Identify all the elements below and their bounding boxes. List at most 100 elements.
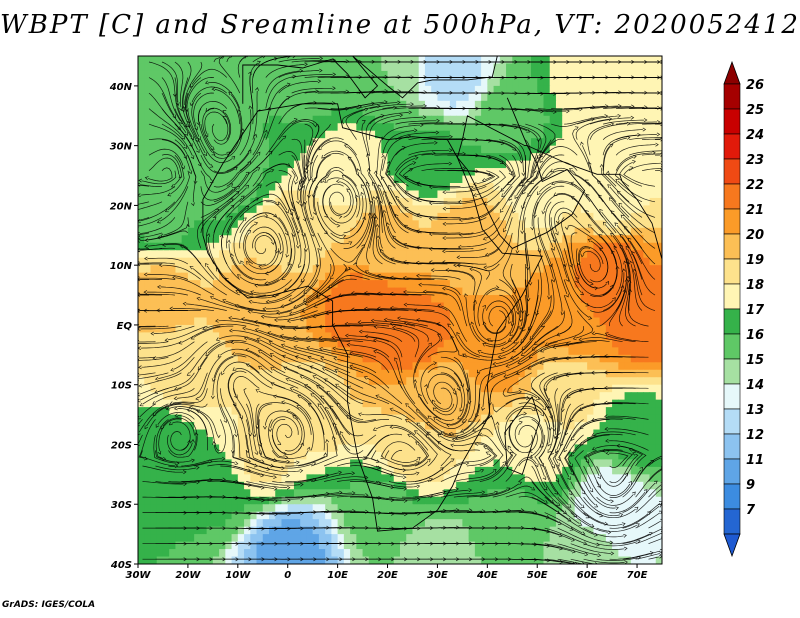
wbpt-cell [518, 466, 526, 475]
wbpt-cell [481, 257, 488, 266]
wbpt-cell [524, 422, 532, 431]
wbpt-cell [181, 115, 189, 124]
wbpt-cell [568, 459, 576, 468]
wbpt-cell [350, 63, 357, 72]
wbpt-cell [300, 414, 308, 423]
wbpt-cell [275, 362, 283, 371]
wbpt-cell [599, 362, 607, 371]
wbpt-cell [649, 63, 657, 72]
wbpt-cell [187, 93, 195, 102]
wbpt-cell [437, 422, 445, 431]
wbpt-cell [381, 70, 389, 80]
wbpt-cell [437, 250, 445, 259]
wbpt-cell [162, 310, 170, 319]
wbpt-cell [655, 332, 662, 341]
wbpt-cell [449, 175, 457, 184]
wbpt-cell [306, 190, 314, 199]
wbpt-cell [156, 437, 164, 446]
wbpt-cell [568, 115, 576, 124]
wbpt-cell [462, 63, 470, 72]
wbpt-cell [431, 437, 439, 446]
wbpt-cell [287, 437, 295, 446]
wbpt-cell [138, 429, 145, 438]
wbpt-cell [194, 362, 201, 371]
wbpt-cell [643, 272, 651, 281]
wbpt-cell [543, 295, 551, 304]
wbpt-cell [493, 287, 501, 296]
wbpt-cell [512, 362, 520, 371]
wbpt-cell [612, 56, 619, 65]
wbpt-cell [524, 489, 532, 498]
wbpt-cell [443, 123, 451, 132]
wbpt-cell [269, 407, 276, 416]
wbpt-cell [356, 399, 364, 408]
wbpt-cell [162, 377, 170, 386]
wbpt-cell [300, 481, 308, 490]
wbpt-cell [400, 422, 407, 431]
wbpt-cell [212, 407, 220, 416]
wbpt-cell [219, 302, 226, 311]
wbpt-cell [350, 145, 357, 154]
wbpt-cell [543, 429, 551, 438]
wbpt-cell [169, 377, 177, 386]
wbpt-cell [212, 78, 220, 87]
wbpt-cell [474, 369, 482, 378]
wbpt-cell [468, 280, 476, 289]
wbpt-cell [187, 414, 195, 423]
wbpt-cell [325, 339, 332, 348]
wbpt-cell [212, 451, 220, 461]
wbpt-cell [250, 414, 258, 423]
wbpt-cell [599, 93, 607, 102]
wbpt-cell [350, 56, 357, 65]
wbpt-cell [655, 153, 662, 162]
wbpt-cell [231, 197, 239, 207]
wbpt-cell [194, 354, 201, 363]
wbpt-cell [312, 466, 320, 475]
wbpt-cell [200, 145, 208, 154]
wbpt-cell [368, 295, 376, 304]
wbpt-cell [612, 175, 619, 184]
wbpt-cell [381, 496, 389, 505]
wbpt-cell [244, 190, 251, 199]
wbpt-cell [312, 205, 320, 214]
wbpt-cell [306, 250, 314, 259]
wbpt-cell [655, 175, 662, 184]
wbpt-cell [275, 85, 283, 94]
wbpt-cell [481, 451, 488, 461]
wbpt-cell [281, 265, 289, 274]
wbpt-cell [487, 70, 495, 80]
wbpt-cell [443, 235, 451, 244]
wbpt-cell [493, 108, 501, 117]
wbpt-cell [162, 197, 170, 207]
wbpt-cell [318, 466, 326, 475]
wbpt-cell [424, 56, 432, 65]
wbpt-cell [318, 168, 326, 177]
wbpt-cell [312, 145, 320, 154]
wbpt-cell [549, 459, 557, 468]
wbpt-cell [468, 70, 476, 80]
wbpt-cell [325, 377, 332, 386]
wbpt-cell [487, 220, 495, 229]
wbpt-cell [499, 339, 507, 348]
wbpt-cell [612, 93, 619, 102]
wbpt-cell [493, 235, 501, 244]
wbpt-cell [574, 339, 582, 348]
wbpt-cell [269, 332, 276, 341]
wbpt-cell [393, 85, 401, 94]
wbpt-cell [618, 227, 626, 236]
wbpt-cell [287, 429, 295, 438]
wbpt-cell [443, 384, 451, 393]
wbpt-cell [275, 384, 283, 393]
wbpt-cell [169, 317, 177, 326]
wbpt-cell [325, 437, 332, 446]
wbpt-cell [393, 123, 401, 132]
wbpt-cell [194, 242, 201, 251]
wbpt-cell [574, 272, 582, 281]
wbpt-cell [599, 429, 607, 438]
wbpt-cell [200, 227, 208, 236]
wbpt-cell [493, 130, 501, 139]
wbpt-cell [287, 85, 295, 94]
wbpt-cell [337, 175, 345, 184]
wbpt-cell [331, 250, 339, 259]
wbpt-cell [518, 190, 526, 199]
